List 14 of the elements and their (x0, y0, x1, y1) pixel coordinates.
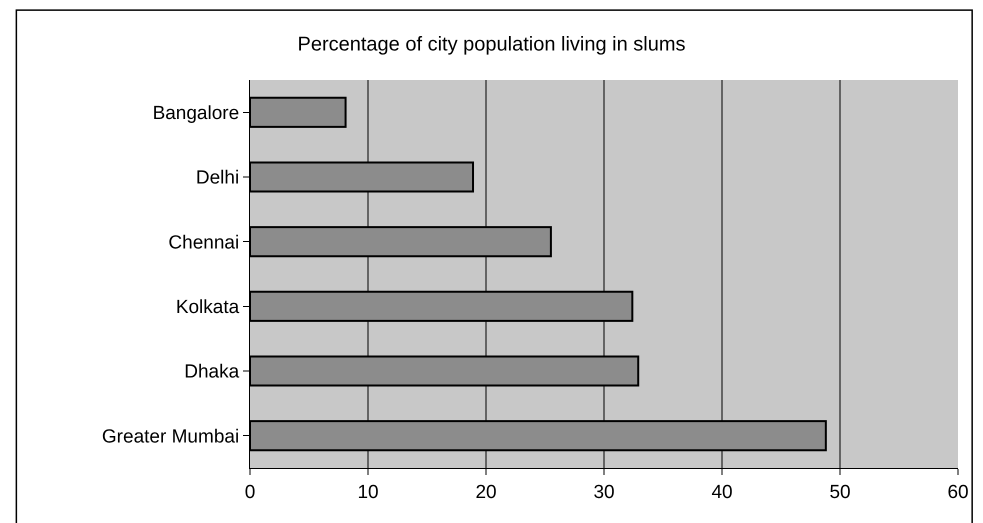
x-tick-label: 60 (947, 482, 969, 503)
y-tick-label: Chennai (168, 232, 240, 254)
x-tick-label: 0 (244, 482, 256, 503)
y-tick-label: Greater Mumbai (102, 426, 240, 448)
x-tick-label: 40 (711, 482, 733, 503)
y-tick-label: Kolkata (176, 296, 240, 318)
chart-title: Percentage of city population living in slums (298, 34, 686, 56)
y-tick-label: Dhaka (184, 362, 240, 383)
y-tick-label: Bangalore (152, 102, 240, 124)
x-tick-label: 30 (593, 482, 615, 503)
y-tick-label: Delhi (196, 168, 240, 189)
x-tick-label: 50 (829, 482, 851, 503)
x-tick-label: 10 (357, 482, 379, 503)
x-tick-label: 20 (475, 482, 497, 503)
